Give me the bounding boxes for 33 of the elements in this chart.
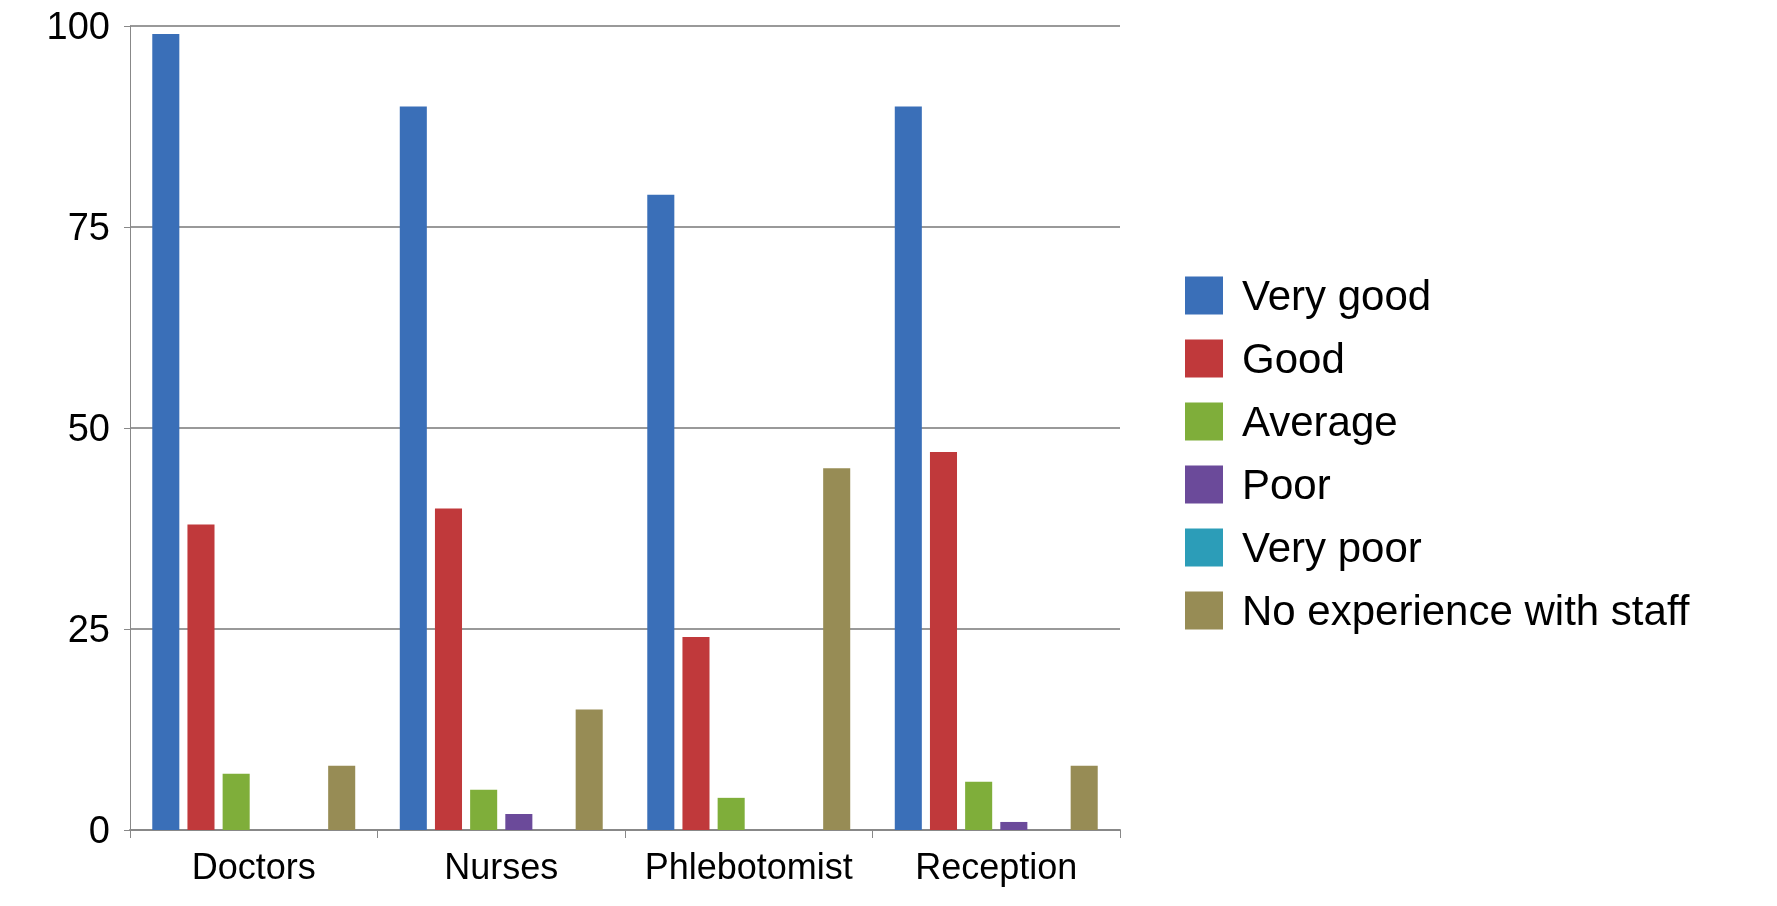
legend-label: Poor	[1242, 461, 1331, 508]
x-tick-label: Reception	[915, 845, 1078, 887]
bar	[470, 789, 498, 830]
bar	[682, 637, 710, 830]
y-tick-label: 100	[46, 5, 110, 47]
bar	[647, 194, 675, 830]
bar	[929, 452, 958, 830]
y-tick-label: 75	[67, 206, 110, 248]
bar	[222, 773, 250, 830]
bar	[1070, 765, 1098, 830]
bar	[575, 709, 603, 830]
bar	[717, 797, 745, 830]
legend-label: Good	[1242, 335, 1345, 382]
bar	[965, 781, 993, 830]
x-tick-label: Doctors	[191, 845, 316, 887]
legend-label: Average	[1242, 398, 1398, 445]
bar	[152, 34, 180, 830]
bar	[1000, 821, 1028, 830]
bar	[434, 508, 463, 830]
legend-label: Very good	[1242, 272, 1432, 319]
bar	[328, 765, 356, 830]
bar	[399, 106, 427, 830]
x-tick-label: Phlebotomist	[644, 845, 853, 887]
y-tick-label: 0	[88, 809, 110, 851]
x-tick-label: Nurses	[444, 845, 559, 887]
bar	[894, 106, 922, 830]
bar	[823, 468, 851, 830]
bar	[505, 813, 533, 830]
y-tick-label: 25	[67, 608, 110, 650]
legend-label: Very poor	[1242, 524, 1422, 571]
bar	[187, 524, 215, 830]
y-tick-label: 50	[67, 407, 110, 449]
legend-label: No experience with staff	[1242, 587, 1690, 634]
